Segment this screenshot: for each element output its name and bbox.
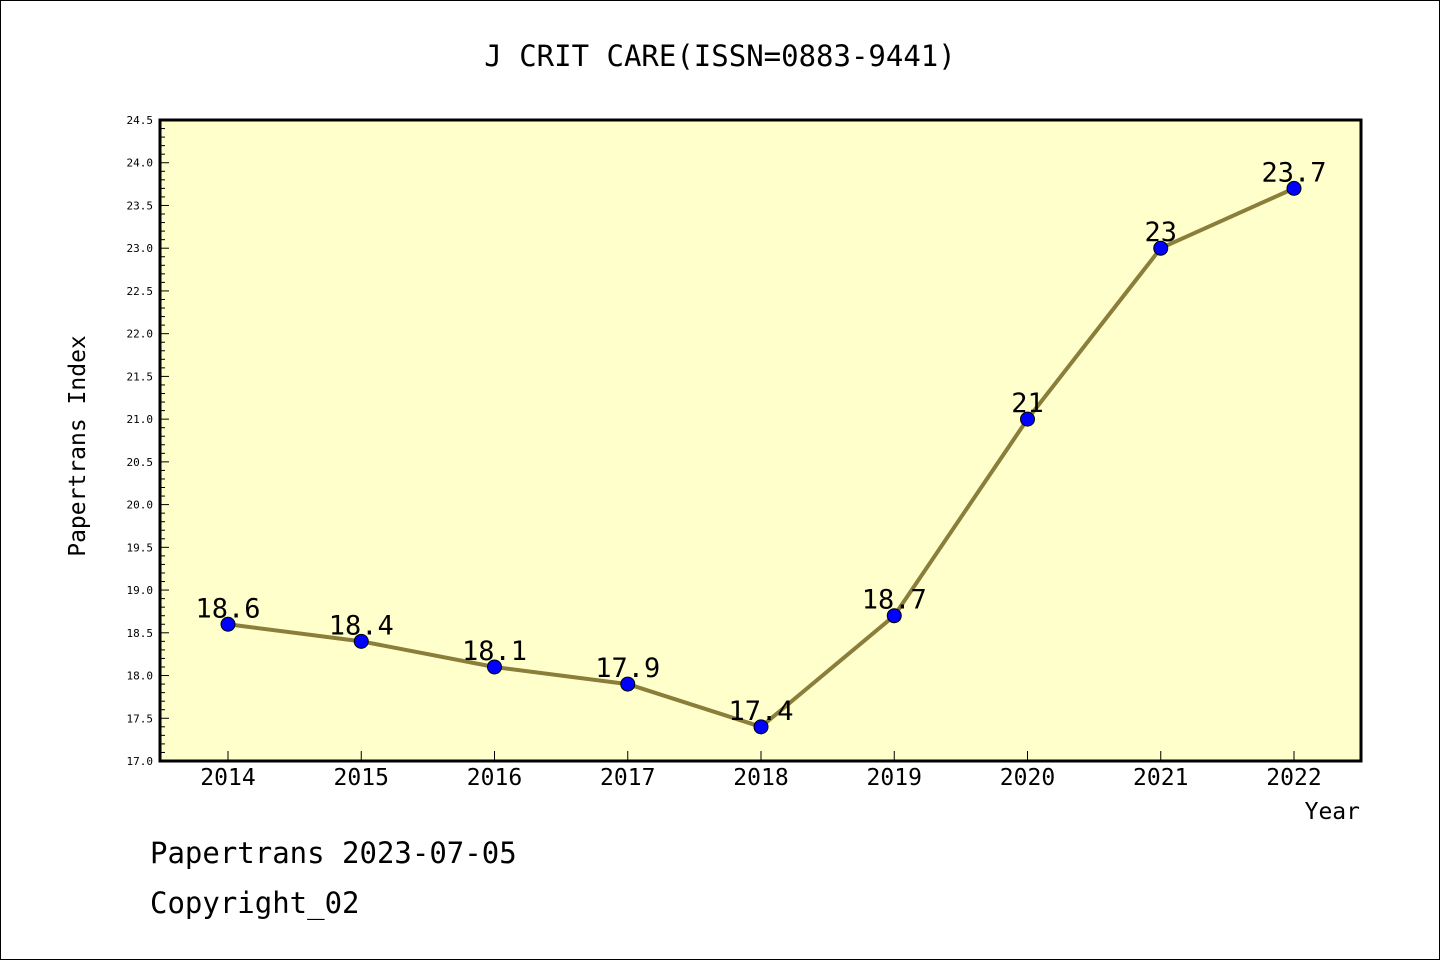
x-tick-label: 2019 <box>867 765 922 791</box>
x-tick-label: 2017 <box>600 765 655 791</box>
y-tick-label: 18.0 <box>127 670 154 683</box>
y-tick-label: 19.0 <box>127 584 154 597</box>
x-axis-label: Year <box>1305 799 1360 825</box>
x-tick-label: 2016 <box>467 765 522 791</box>
data-label: 17.4 <box>728 696 793 727</box>
y-tick-label: 24.0 <box>127 157 154 170</box>
y-tick-label: 21.5 <box>127 370 154 383</box>
chart-title: J CRIT CARE(ISSN=0883-9441) <box>484 39 955 73</box>
y-tick-label: 22.5 <box>127 285 154 298</box>
data-label: 17.9 <box>595 653 660 684</box>
footer-date: Papertrans 2023-07-05 <box>150 836 517 870</box>
data-point <box>220 616 236 632</box>
y-tick-label: 23.0 <box>127 242 154 255</box>
y-tick-label: 20.5 <box>127 456 154 469</box>
data-label: 18.1 <box>462 636 527 667</box>
data-label: 23 <box>1144 217 1177 248</box>
x-axis: 2014 2015 2016 2017 2018 2019 2020 2021 2022 <box>200 751 1322 791</box>
data-point <box>886 608 902 624</box>
data-label: 18.6 <box>195 593 260 624</box>
footer-copyright: Copyright_02 <box>150 886 360 920</box>
y-tick-label: 22.0 <box>127 328 154 341</box>
x-tick-label: 2022 <box>1266 765 1321 791</box>
y-tick-label: 23.5 <box>127 199 154 212</box>
x-tick-label: 2018 <box>733 765 788 791</box>
data-label: 21 <box>1011 388 1044 419</box>
data-point <box>753 719 769 735</box>
y-tick-label: 20.0 <box>127 499 154 512</box>
data-label: 18.7 <box>862 585 927 616</box>
plot-area <box>158 118 1363 763</box>
series-group: 18.6 18.4 18.1 17.9 17.4 18.7 21 23 23.7 <box>195 157 1327 735</box>
data-label: 18.4 <box>329 610 394 641</box>
y-tick-label: 19.5 <box>127 541 154 554</box>
y-axis-label: Papertrans Index <box>65 335 91 557</box>
data-point <box>1286 180 1302 196</box>
data-point <box>487 659 502 675</box>
data-point <box>620 676 636 692</box>
data-point <box>1153 240 1169 256</box>
y-tick-label: 17.5 <box>127 712 154 725</box>
data-point <box>1020 411 1035 427</box>
y-tick-label: 18.5 <box>127 627 154 640</box>
y-tick-label: 24.5 <box>127 114 154 127</box>
y-tick-label: 21.0 <box>127 413 154 426</box>
y-axis: 17.0 17.5 18.0 18.5 19.0 19.5 20.0 20.5 21.0 21.5… <box>127 114 169 768</box>
x-tick-label: 2021 <box>1133 765 1188 791</box>
data-label: 23.7 <box>1261 157 1326 188</box>
y-tick-label: 17.0 <box>127 755 154 768</box>
data-point <box>353 633 369 649</box>
x-tick-label: 2020 <box>1000 765 1055 791</box>
x-tick-label: 2014 <box>200 765 255 791</box>
x-tick-label: 2015 <box>334 765 389 791</box>
